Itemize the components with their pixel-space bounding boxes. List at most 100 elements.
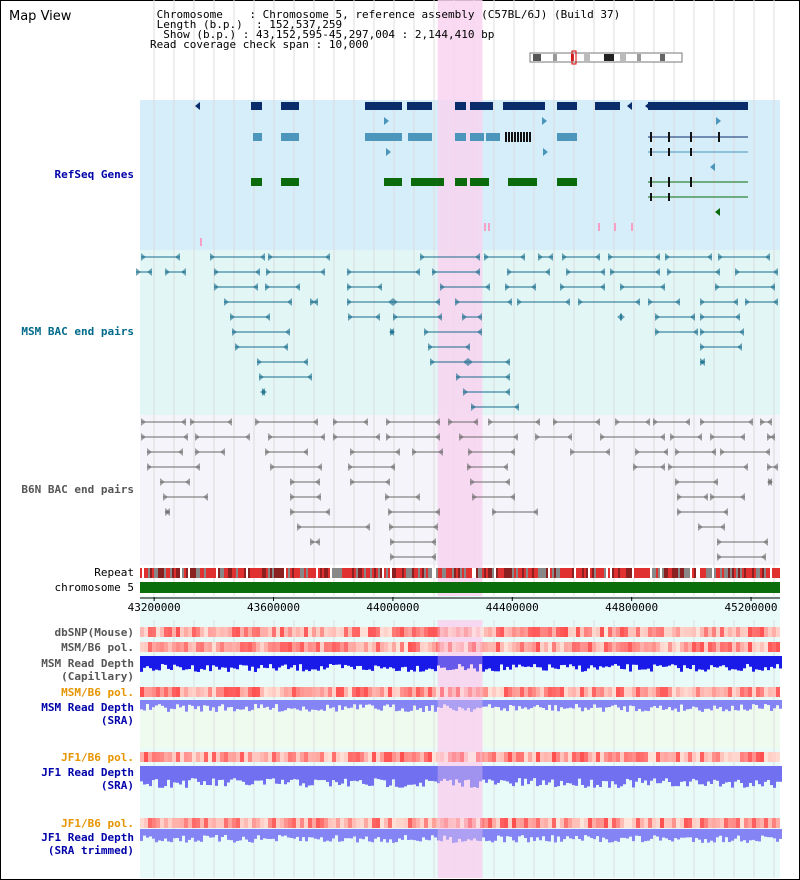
track-label-msm-b6-pol-2[interactable]: MSM/B6 pol. <box>61 686 134 699</box>
exon-tick <box>650 177 652 187</box>
jf1-depth-sra-bar <box>224 766 227 787</box>
msm-b6-pol-2-cell <box>244 687 248 697</box>
msm-depth-capillary-bar <box>344 656 347 665</box>
repeat-segment <box>162 568 164 578</box>
exon-tick <box>511 132 513 142</box>
repeat-segment <box>648 568 650 578</box>
msm-depth-sra-bar <box>656 700 659 708</box>
dbsnp-cell <box>496 627 500 637</box>
b6n-bac-pair-end <box>685 418 690 426</box>
repeat-segment <box>754 568 756 578</box>
jf1-depth-sra-bar <box>227 766 230 783</box>
track-label-jf1-b6-pol-2[interactable]: JF1/B6 pol. <box>61 817 134 830</box>
msm-depth-capillary-bar <box>554 656 557 669</box>
msm-depth-sra-bar <box>551 700 554 711</box>
repeat-segment <box>696 568 698 578</box>
dbsnp-cell <box>608 627 612 637</box>
msm-bac-pair-end <box>268 253 273 261</box>
jf1-depth-sra-bar <box>641 766 644 783</box>
jf1-depth-sra-bar <box>677 766 680 787</box>
jf1-b6-pol-cell <box>700 752 704 762</box>
b6n-bac-pair-end <box>290 508 295 516</box>
msm-depth-capillary-bar <box>362 656 365 670</box>
msm-depth-capillary-bar <box>185 656 188 670</box>
jf1-depth-sra-bar <box>236 766 239 781</box>
dbsnp-cell <box>760 627 764 637</box>
jf1-b6-pol-2-cell <box>436 818 440 828</box>
track-label-msm-depth-cap-1[interactable]: MSM Read Depth <box>41 657 134 670</box>
msm-bac-pair-end <box>465 343 470 351</box>
jf1-depth-sra-bar <box>167 766 170 780</box>
jf1-depth-sra-bar <box>704 766 707 786</box>
dbsnp-cell <box>244 627 248 637</box>
track-label-jf1-depth-trim-1[interactable]: JF1 Read Depth <box>41 831 134 844</box>
msm-bac-pair-end <box>347 298 352 306</box>
jf1-b6-pol-2-cell <box>472 818 476 828</box>
msm-depth-capillary-bar <box>248 656 251 671</box>
jf1-depth-sra-bar <box>437 766 440 784</box>
msm-b6-pol-2-cell <box>560 687 564 697</box>
jf1-depth-trimmed-bar <box>605 829 608 840</box>
jf1-depth-sra-bar <box>206 766 209 785</box>
b6n-bac-pair-end <box>435 433 440 441</box>
jf1-depth-trimmed-bar <box>515 829 518 843</box>
jf1-depth-trimmed-bar <box>272 829 275 839</box>
jf1-b6-pol-cell <box>512 752 516 762</box>
repeat-segment <box>442 568 444 578</box>
jf1-b6-pol-cell <box>564 752 568 762</box>
gene-exon <box>648 102 748 110</box>
jf1-depth-trimmed-bar <box>221 829 224 837</box>
msm-b6-pol-2-cell <box>388 687 392 697</box>
exon-tick <box>508 132 510 142</box>
gene-exon <box>508 178 537 186</box>
repeat-segment <box>614 568 616 578</box>
track-label-dbsnp[interactable]: dbSNP(Mouse) <box>54 626 134 639</box>
jf1-b6-pol-cell <box>500 752 504 762</box>
track-label-msm-b6-pol-1[interactable]: MSM/B6 pol. <box>61 641 134 654</box>
jf1-b6-pol-cell <box>612 752 616 762</box>
track-label-jf1-b6-pol-1[interactable]: JF1/B6 pol. <box>61 751 134 764</box>
b6n-bac-pair-end <box>316 493 321 501</box>
msm-depth-capillary-bar <box>437 656 440 666</box>
msm-b6-pol-cell <box>684 642 688 652</box>
track-label-b6n-bac[interactable]: B6N BAC end pairs <box>21 483 134 496</box>
msm-b6-pol-cell <box>592 642 596 652</box>
msm-depth-capillary-bar <box>365 656 368 671</box>
jf1-depth-sra-bar <box>329 766 332 787</box>
jf1-depth-sra-bar <box>308 766 311 786</box>
repeat-segment <box>550 568 552 578</box>
dbsnp-cell <box>732 627 736 637</box>
jf1-depth-sra-bar <box>554 766 557 787</box>
msm-depth-sra-bar <box>713 700 716 706</box>
msm-b6-pol-cell <box>144 642 148 652</box>
track-label-refseq[interactable]: RefSeq Genes <box>54 168 134 181</box>
jf1-depth-trimmed-bar <box>197 829 200 841</box>
msm-depth-sra-bar <box>344 700 347 707</box>
jf1-depth-trimmed-bar <box>275 829 278 842</box>
jf1-b6-pol-2-cell <box>276 818 280 828</box>
msm-depth-capillary-bar <box>395 656 398 672</box>
msm-depth-sra-bar <box>638 700 641 709</box>
jf1-depth-trimmed-bar <box>443 829 446 836</box>
msm-bac-pair-end <box>770 283 775 291</box>
msm-depth-sra-bar <box>443 700 446 705</box>
track-label-jf1-depth-sra-1[interactable]: JF1 Read Depth <box>41 766 134 779</box>
msm-b6-pol-2-cell <box>456 687 460 697</box>
repeat-segment <box>742 568 744 578</box>
msm-bac-pair-end <box>310 298 315 306</box>
msm-b6-pol-cell <box>456 642 460 652</box>
jf1-b6-pol-2-cell <box>520 818 524 828</box>
dbsnp-cell <box>624 627 628 637</box>
b6n-bac-pair-end <box>325 508 330 516</box>
jf1-b6-pol-cell <box>320 752 324 762</box>
track-label-msm-bac[interactable]: MSM BAC end pairs <box>21 325 134 338</box>
jf1-depth-sra-bar <box>758 766 761 785</box>
msm-depth-sra-bar <box>497 700 500 708</box>
jf1-b6-pol-cell <box>540 752 544 762</box>
b6n-bac-pair-end <box>386 433 391 441</box>
track-label-msm-depth-sra-1[interactable]: MSM Read Depth <box>41 701 134 714</box>
msm-depth-sra-bar <box>254 700 257 705</box>
exon-tick <box>650 148 652 156</box>
msm-bac-pair-end <box>375 313 380 321</box>
